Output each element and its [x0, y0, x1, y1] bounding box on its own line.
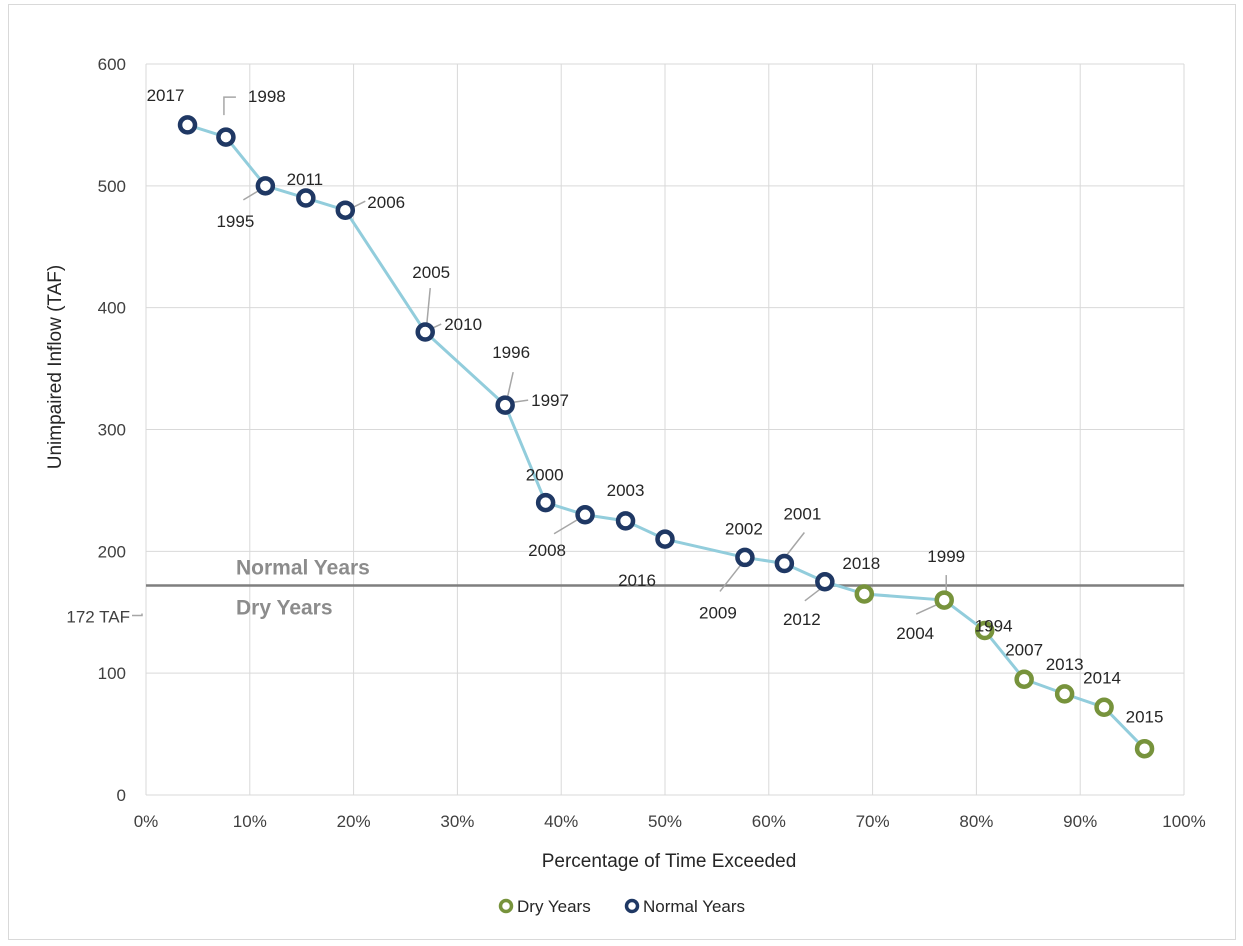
point-label-2001: 2001 — [783, 505, 821, 524]
y-tick-label: 400 — [98, 299, 126, 318]
x-tick-label: 50% — [648, 812, 682, 831]
data-point-1994 — [974, 620, 995, 641]
data-point-2005 — [415, 322, 435, 342]
point-label-2017: 2017 — [147, 86, 185, 105]
legend-label: Dry Years — [517, 897, 591, 916]
x-tick-label: 0% — [134, 812, 159, 831]
leader-2001 — [785, 532, 805, 556]
legend-marker — [498, 898, 514, 914]
point-label-2015: 2015 — [1126, 708, 1164, 727]
data-point-1995 — [255, 176, 276, 196]
data-point-1996 — [495, 395, 515, 415]
point-label-2006: 2006 — [367, 193, 405, 212]
dry-years-zone-label: Dry Years — [236, 596, 333, 619]
point-label-1999: 1999 — [927, 547, 965, 566]
point-label-2007: 2007 — [1005, 640, 1043, 659]
y-tick-label: 500 — [98, 177, 126, 196]
point-label-2003: 2003 — [607, 481, 645, 500]
point-label-1998: 1998 — [248, 87, 286, 106]
point-label-2012: 2012 — [783, 610, 821, 629]
data-point-2011 — [296, 188, 316, 208]
point-label-2010: 2010 — [444, 315, 482, 334]
x-axis-ticks: 0% 10% 20% 30% 40% 50% 60% 70% 80% 90% 100% — [134, 812, 1206, 831]
point-label-2011: 2011 — [287, 170, 324, 189]
point-label-1997: 1997 — [531, 391, 569, 410]
x-tick-label: 40% — [544, 812, 578, 831]
data-point-2001 — [774, 553, 795, 574]
data-points — [177, 115, 1155, 759]
data-point-2013 — [1054, 684, 1075, 704]
chart-frame: 0% 10% 20% 30% 40% 50% 60% 70% 80% 90% 100% 0 100 20… — [8, 4, 1236, 940]
leader-2009 — [719, 562, 743, 592]
x-tick-label: 20% — [337, 812, 371, 831]
point-label-1996: 1996 — [492, 343, 530, 362]
data-point-1998 — [216, 127, 236, 147]
data-point-2014 — [1094, 697, 1114, 718]
normal-years-zone-label: Normal Years — [236, 556, 370, 579]
point-label-1994: 1994 — [975, 617, 1013, 636]
threshold-leader — [132, 613, 143, 617]
data-point-2008 — [575, 505, 595, 525]
point-label-2016: 2016 — [618, 571, 656, 590]
point-label-2018: 2018 — [842, 554, 880, 573]
leader-2012 — [804, 587, 823, 602]
y-tick-label: 300 — [98, 421, 126, 440]
point-label-2014: 2014 — [1083, 668, 1121, 687]
data-point-2015 — [1134, 738, 1155, 759]
x-tick-label: 70% — [856, 812, 890, 831]
data-point-2003 — [615, 511, 636, 531]
grid-lines — [145, 63, 1185, 796]
point-label-2008: 2008 — [528, 541, 566, 560]
y-axis-title: Unimpaired Inflow (TAF) — [45, 265, 66, 469]
legend-label: Normal Years — [643, 897, 745, 916]
data-point-2002 — [735, 547, 755, 568]
leader-1998 — [223, 96, 236, 116]
data-point-2017 — [177, 115, 198, 135]
x-tick-label: 30% — [440, 812, 474, 831]
inflow-exceedance-chart: 0% 10% 20% 30% 40% 50% 60% 70% 80% 90% 100% 0 100 20… — [45, 55, 1206, 916]
point-label-1995: 1995 — [216, 212, 254, 231]
data-point-2016 — [655, 529, 675, 549]
legend-marker — [624, 898, 640, 914]
x-tick-label: 10% — [233, 812, 267, 831]
y-tick-label: 600 — [98, 55, 126, 74]
point-label-2002: 2002 — [725, 519, 763, 538]
data-point-2007 — [1014, 669, 1034, 690]
y-tick-label: 200 — [98, 542, 126, 561]
x-tick-label: 60% — [752, 812, 786, 831]
point-label-2005: 2005 — [412, 263, 450, 282]
point-label-2013: 2013 — [1046, 655, 1084, 674]
point-label-2004: 2004 — [896, 624, 934, 643]
threshold-label: 172 TAF — [66, 607, 130, 626]
leader-2008 — [553, 518, 580, 535]
data-point-2018 — [854, 584, 875, 604]
point-label-2000: 2000 — [526, 466, 564, 485]
series-line-group — [187, 123, 1146, 750]
label-leaders — [223, 96, 947, 615]
x-axis-title: Percentage of Time Exceeded — [542, 851, 797, 872]
x-tick-label: 90% — [1063, 812, 1097, 831]
y-tick-label: 0 — [117, 786, 126, 805]
leader-2004 — [915, 603, 939, 615]
point-labels: 2017 1998 1995 2011 2006 2005 2010 1996 1997 2000… — [147, 86, 1164, 727]
data-point-2000 — [535, 492, 556, 513]
data-point-2012 — [815, 572, 835, 592]
threshold-group: 172 TAF Normal Years Dry Years — [66, 556, 1184, 626]
series-line — [187, 123, 1146, 750]
x-tick-label: 80% — [959, 812, 993, 831]
data-point-1999 — [934, 590, 954, 610]
legend: Dry Years Normal Years — [498, 897, 745, 916]
data-point-2006 — [335, 200, 356, 220]
point-label-2009: 2009 — [699, 603, 737, 622]
y-tick-label: 100 — [98, 664, 126, 683]
x-tick-label: 100% — [1162, 812, 1205, 831]
y-axis-ticks: 0 100 200 300 400 500 600 — [98, 55, 126, 805]
